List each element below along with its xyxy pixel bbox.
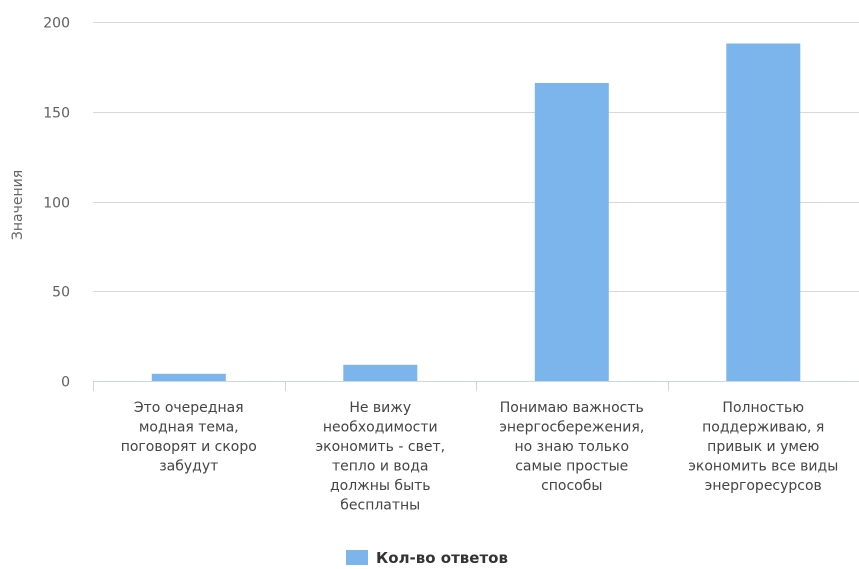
y-axis-label: Значения	[10, 170, 26, 240]
x-category-label-line: забудут	[159, 459, 218, 475]
x-category-label-line: но знаю только	[514, 439, 629, 455]
x-category-label-line: способы	[541, 478, 602, 494]
x-category-label-line: необходимости	[323, 420, 438, 436]
x-category-label-line: поддерживаю, я	[702, 420, 824, 436]
legend-label[interactable]: Кол-во ответов	[376, 549, 508, 567]
x-category-label-line: энергосбережения,	[499, 420, 644, 436]
y-tick-label: 100	[43, 196, 70, 212]
y-tick-label: 200	[43, 16, 70, 32]
y-axis-tick-labels: 0 50 100 150 200	[43, 16, 70, 391]
x-category-label-line: поговорят и скоро	[121, 439, 257, 455]
x-axis-ticks	[93, 381, 669, 391]
x-category-label-line: самые простые	[515, 459, 628, 475]
legend-swatch[interactable]	[346, 550, 368, 565]
x-category-label-line: Полностью	[722, 400, 804, 416]
x-axis-category-labels: Это очередная модная тема, поговорят и ско…	[121, 400, 839, 514]
x-category-label-line: модная тема,	[139, 420, 239, 436]
x-category-label-line: должны быть	[330, 478, 431, 494]
x-category-label-line: Не вижу	[349, 400, 411, 416]
x-category-label: Полностью поддерживаю, я привык и умею экон…	[688, 400, 838, 494]
x-category-label-line: бесплатны	[340, 498, 420, 514]
x-category-label-line: экономить все виды	[688, 459, 838, 475]
x-category-label: Понимаю важность энергосбережения, но знаю…	[499, 400, 644, 494]
x-category-label-line: тепло и вода	[332, 459, 429, 475]
x-category-label-line: Понимаю важность	[500, 400, 644, 416]
x-category-label-line: привык и умею	[707, 439, 819, 455]
x-category-label: Это очередная модная тема, поговорят и ско…	[121, 400, 257, 475]
x-category-label-line: энергоресурсов	[705, 478, 822, 494]
x-category-label: Не вижу необходимости экономить - свет, теп…	[315, 400, 445, 514]
x-category-label-line: Это очередная	[134, 400, 244, 416]
legend[interactable]: Кол-во ответов	[346, 549, 508, 567]
bar[interactable]	[151, 373, 226, 381]
y-tick-label: 50	[52, 285, 70, 301]
bar[interactable]	[534, 83, 609, 381]
bar[interactable]	[343, 364, 418, 381]
bar[interactable]	[726, 43, 801, 382]
y-tick-label: 150	[43, 106, 70, 122]
x-category-label-line: экономить - свет,	[315, 439, 445, 455]
bars	[151, 43, 801, 382]
y-tick-label: 0	[61, 375, 70, 391]
